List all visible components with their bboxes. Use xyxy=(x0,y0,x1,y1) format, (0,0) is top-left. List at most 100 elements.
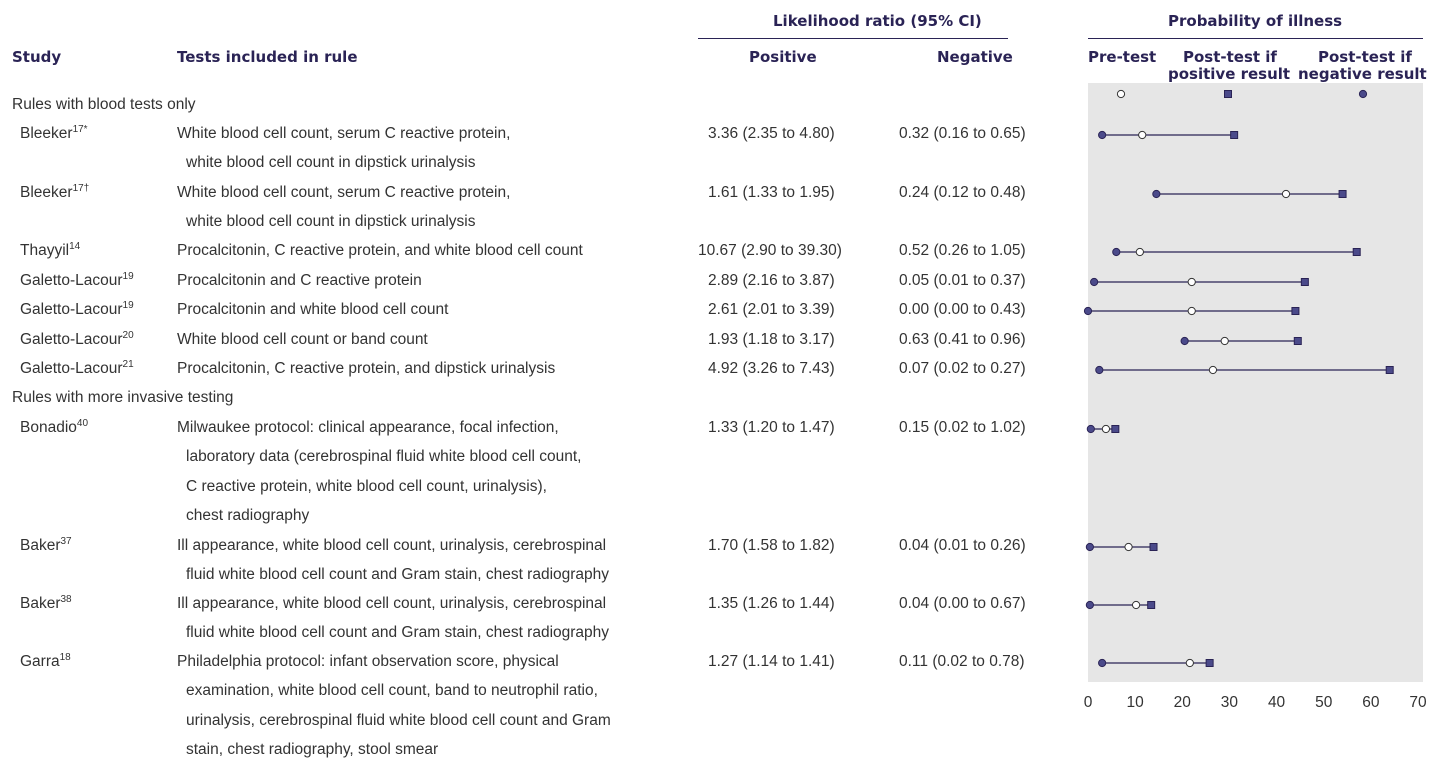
lr-positive-value: 1.70 (1.58 to 1.82) xyxy=(708,537,835,554)
post-negative-marker xyxy=(1098,130,1107,140)
study-label: Galetto-Lacour xyxy=(20,331,123,348)
study-name: Bleeker17* xyxy=(20,123,88,143)
lr-group-rule xyxy=(698,38,1008,39)
tests-header: Tests included in rule xyxy=(177,48,358,66)
study-reference: 18 xyxy=(59,651,71,663)
lr-negative-value: 0.00 (0.00 to 0.43) xyxy=(899,301,1026,318)
post-positive-header-2: positive result xyxy=(1168,65,1291,83)
pretest-marker xyxy=(1281,189,1291,199)
study-name: Galetto-Lacour19 xyxy=(20,299,134,319)
study-label: Baker xyxy=(20,537,61,554)
x-tick-label: 10 xyxy=(1127,694,1145,711)
pretest-marker xyxy=(1185,658,1194,668)
study-reference: 17* xyxy=(72,123,88,135)
study-label: Bleeker xyxy=(20,184,73,201)
tests-line: chest radiography xyxy=(186,506,310,524)
study-name: Bleeker17† xyxy=(20,183,89,202)
post-negative-marker xyxy=(1086,424,1095,434)
tests-line: Philadelphia protocol: infant observatio… xyxy=(177,653,559,670)
post-positive-marker xyxy=(1149,543,1158,551)
lr-negative-value: 0.05 (0.01 to 0.37) xyxy=(899,272,1026,289)
study-reference: 21 xyxy=(122,358,134,370)
study-label: Baker xyxy=(20,595,61,612)
post-negative-marker xyxy=(1152,189,1161,199)
tests-line: C reactive protein, white blood cell cou… xyxy=(186,477,547,495)
post-positive-marker xyxy=(1205,659,1214,667)
tests-line: Procalcitonin and C reactive protein xyxy=(177,272,422,289)
pretest-marker xyxy=(1138,130,1147,140)
post-negative-marker xyxy=(1098,658,1107,668)
chart-background xyxy=(1088,83,1423,682)
lr-positive-value: 2.89 (2.16 to 3.87) xyxy=(708,272,835,289)
study-name: Galetto-Lacour19 xyxy=(20,270,134,290)
study-reference: 19 xyxy=(122,270,134,282)
prob-group-rule xyxy=(1088,38,1423,39)
x-tick-label: 0 xyxy=(1084,694,1093,711)
pretest-marker xyxy=(1187,306,1196,316)
lr-negative-value: 0.24 (0.12 to 0.48) xyxy=(899,184,1026,201)
study-reference: 40 xyxy=(76,417,89,429)
pretest-marker xyxy=(1101,424,1111,434)
prob-group-header: Probability of illness xyxy=(1168,12,1343,30)
study-name: Baker38 xyxy=(20,594,72,613)
post-positive-marker xyxy=(1293,337,1302,345)
tests-line: Ill appearance, white blood cell count, … xyxy=(177,537,607,554)
post-positive-marker xyxy=(1352,248,1361,256)
x-tick-label: 60 xyxy=(1362,694,1380,711)
study-reference: 14 xyxy=(69,240,81,252)
lr-positive-value: 2.61 (2.01 to 3.39) xyxy=(708,301,835,318)
tests-line: Ill appearance, white blood cell count, … xyxy=(177,595,607,612)
tests-line: stain, chest radiography, stool smear xyxy=(186,740,439,758)
lr-negative-value: 0.15 (0.02 to 1.02) xyxy=(899,419,1026,436)
post-negative-marker xyxy=(1112,247,1121,257)
tests-line: white blood cell count in dipstick urina… xyxy=(186,213,476,231)
lr-negative-value: 0.63 (0.41 to 0.96) xyxy=(899,331,1026,348)
lr-negative-value: 0.11 (0.02 to 0.78) xyxy=(899,653,1025,670)
tests-line: urinalysis, cerebrospinal fluid white bl… xyxy=(186,711,611,729)
study-name: Galetto-Lacour20 xyxy=(20,329,134,349)
x-tick-label: 40 xyxy=(1268,694,1286,711)
lr-positive-value: 1.27 (1.14 to 1.41) xyxy=(708,653,835,670)
study-reference: 20 xyxy=(122,329,134,341)
legend-pretest-marker xyxy=(1116,89,1126,99)
post-negative-header-2: negative result xyxy=(1298,65,1427,83)
lr-negative-value: 0.04 (0.01 to 0.26) xyxy=(899,537,1026,554)
legend-post-positive-marker xyxy=(1224,90,1232,98)
pretest-marker xyxy=(1124,542,1133,552)
post-negative-marker xyxy=(1095,365,1104,375)
lr-negative-value: 0.52 (0.26 to 1.05) xyxy=(899,242,1026,259)
post-negative-marker xyxy=(1180,336,1189,346)
tests-line: White blood cell count, serum C reactive… xyxy=(177,125,511,142)
study-label: Galetto-Lacour xyxy=(20,360,123,377)
lr-positive-header: Positive xyxy=(749,48,817,66)
study-label: Bleeker xyxy=(20,125,73,142)
study-name: Galetto-Lacour21 xyxy=(20,358,134,378)
tests-line: white blood cell count in dipstick urina… xyxy=(186,154,476,172)
tests-line: fluid white blood cell count and Gram st… xyxy=(186,624,610,642)
pretest-marker xyxy=(1220,336,1229,346)
study-header: Study xyxy=(12,48,62,66)
lr-positive-value: 4.92 (3.26 to 7.43) xyxy=(708,360,835,377)
post-positive-marker xyxy=(1291,307,1300,315)
lr-negative-header: Negative xyxy=(937,48,1013,66)
study-label: Thayyil xyxy=(20,242,70,259)
lr-positive-value: 3.36 (2.35 to 4.80) xyxy=(708,125,835,142)
lr-positive-value: 1.93 (1.18 to 3.17) xyxy=(708,331,835,348)
post-negative-header-1: Post-test if xyxy=(1318,48,1412,66)
lr-negative-value: 0.04 (0.00 to 0.67) xyxy=(899,595,1026,612)
study-name: Bonadio40 xyxy=(20,417,89,437)
x-tick-label: 20 xyxy=(1174,694,1192,711)
lr-negative-value: 0.07 (0.02 to 0.27) xyxy=(899,360,1026,377)
pretest-marker xyxy=(1208,365,1218,375)
tests-line: Procalcitonin, C reactive protein, and w… xyxy=(177,242,583,259)
pretest-header: Pre-test xyxy=(1088,48,1157,66)
study-label: Garra xyxy=(20,653,60,670)
tests-line: examination, white blood cell count, ban… xyxy=(186,682,598,700)
post-positive-marker xyxy=(1111,425,1120,433)
lr-group-header: Likelihood ratio (95% CI) xyxy=(773,12,982,30)
study-reference: 19 xyxy=(122,299,134,311)
tests-line: Milwaukee protocol: clinical appearance,… xyxy=(177,419,559,436)
legend-post-negative-marker xyxy=(1358,89,1368,99)
x-tick-label: 50 xyxy=(1315,694,1333,711)
